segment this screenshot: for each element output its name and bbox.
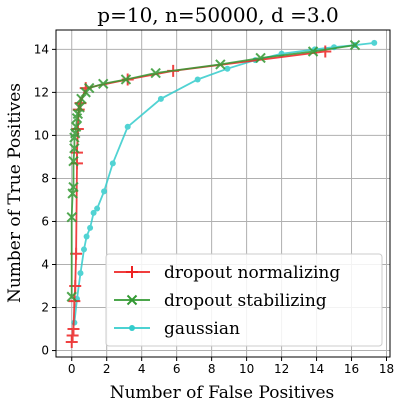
data-point — [68, 156, 79, 167]
data-point — [66, 291, 77, 302]
data-point — [70, 121, 82, 133]
y-tick-label: 0 — [41, 344, 49, 358]
x-tick-label: 16 — [344, 362, 359, 376]
data-point — [80, 246, 87, 253]
data-point — [66, 211, 77, 223]
data-point — [224, 65, 231, 72]
data-point — [76, 93, 87, 105]
x-tick-label: 10 — [239, 362, 254, 376]
legend-label: gaussian — [164, 319, 240, 339]
x-tick-label: 4 — [138, 362, 146, 376]
series-line — [70, 44, 356, 297]
y-axis-label: Number of True Positives — [5, 83, 25, 303]
y-tick-label: 6 — [41, 214, 49, 228]
data-point — [215, 59, 226, 70]
data-point — [307, 46, 319, 57]
data-point — [120, 74, 132, 85]
x-tick-label: 18 — [379, 362, 394, 376]
legend-item: gaussian — [114, 319, 240, 339]
y-tick-label: 4 — [41, 257, 49, 271]
legend-label: dropout normalizing — [164, 263, 340, 283]
plot-area — [55, 29, 391, 358]
data-point — [67, 323, 80, 336]
data-point — [90, 209, 97, 216]
data-point — [68, 181, 79, 193]
y-tick-label: 8 — [41, 171, 49, 185]
data-point — [87, 224, 94, 231]
data-point — [371, 39, 378, 46]
data-point — [109, 160, 116, 167]
x-tick-label: 6 — [173, 362, 181, 376]
x-tick-label: 2 — [103, 362, 111, 376]
x-axis-label: Number of False Positives — [110, 383, 335, 400]
data-point — [150, 67, 161, 79]
data-point — [84, 82, 95, 94]
legend-box — [105, 253, 383, 347]
legend-item: dropout stabilizing — [114, 291, 327, 311]
data-point — [98, 78, 109, 89]
series-gaussian — [71, 39, 378, 326]
y-tick-label: 10 — [34, 128, 49, 142]
legend: dropout normalizing dropout stabilizing ga… — [105, 253, 383, 347]
data-point — [255, 52, 266, 64]
legend-swatch-marker — [129, 325, 135, 331]
legend-swatch-marker — [126, 294, 138, 306]
data-point — [94, 205, 101, 212]
x-tick-label: 14 — [309, 362, 324, 376]
data-point — [83, 233, 90, 240]
data-point — [157, 95, 164, 102]
y-tick-label: 14 — [34, 42, 49, 56]
data-point — [124, 123, 131, 130]
chart-title: p=10, n=50000, d =3.0 — [97, 3, 338, 27]
legend-label: dropout stabilizing — [164, 291, 327, 311]
legend-swatch-marker — [126, 266, 138, 278]
x-tick-label: 12 — [274, 362, 289, 376]
x-tick-label: 0 — [68, 362, 76, 376]
legend-item: dropout normalizing — [114, 263, 340, 283]
series-group — [65, 39, 378, 348]
axis-ticks: 0 2 4 6 8 10 12 14 16 18 0 2 4 6 8 10 12 14 — [34, 42, 394, 376]
data-point — [74, 102, 85, 113]
data-point — [319, 45, 332, 58]
data-point — [194, 76, 201, 83]
series-dropout-stabilizing — [66, 39, 361, 302]
data-point — [349, 39, 361, 51]
x-tick-label: 8 — [208, 362, 216, 376]
data-point — [68, 295, 81, 308]
data-point — [69, 143, 80, 154]
y-tick-label: 2 — [41, 301, 49, 315]
data-point — [77, 270, 84, 277]
data-point — [101, 188, 108, 195]
y-tick-label: 12 — [34, 85, 49, 99]
